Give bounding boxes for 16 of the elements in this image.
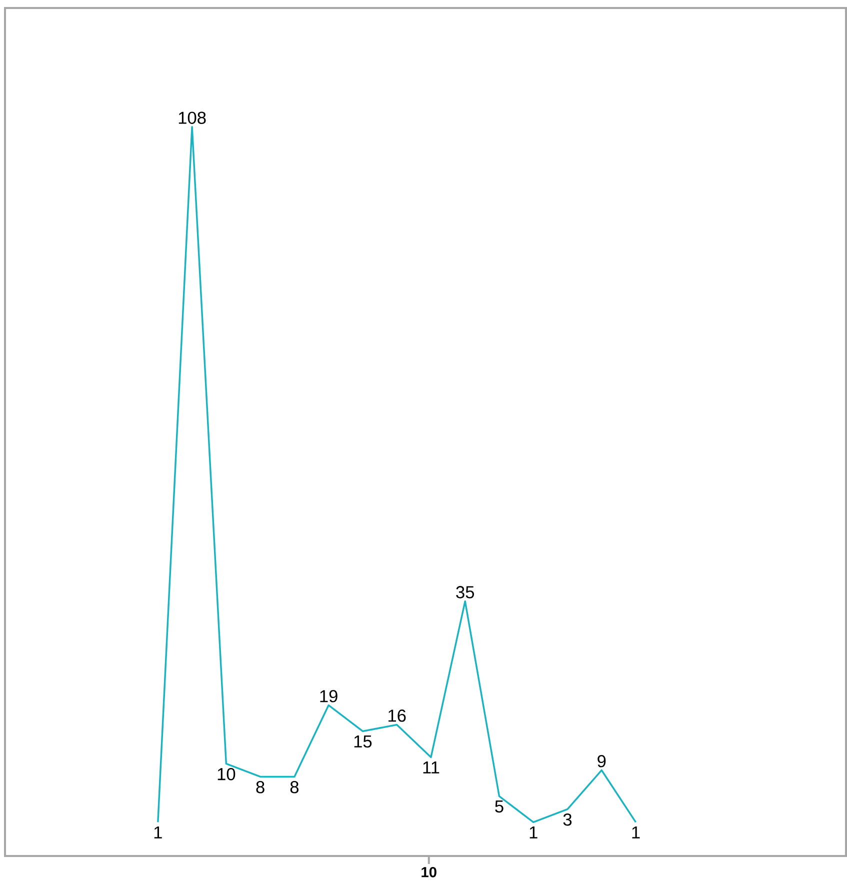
data-label: 8 [256,780,264,794]
data-label: 1 [530,826,538,838]
data-label: 108 [178,112,206,124]
data-label: 35 [456,586,474,598]
data-label: 10 [218,768,236,780]
data-label: 1 [632,826,640,838]
data-label: 3 [563,813,572,826]
data-label: 15 [354,736,372,748]
data-label: 11 [423,761,440,774]
data-label: 16 [388,710,406,722]
data-label: 9 [598,755,606,768]
data-label: 8 [290,780,299,794]
text: 10 [422,866,436,878]
data-label: 1 [154,826,162,838]
data-label: 5 [495,800,504,813]
data-label: 19 [320,690,338,702]
